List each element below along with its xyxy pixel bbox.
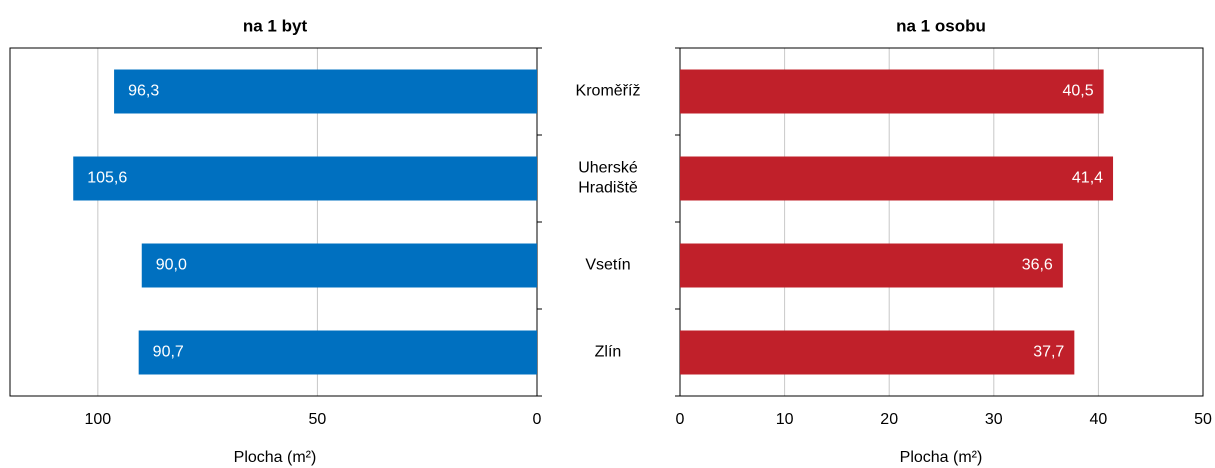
category-label: Zlín — [595, 344, 622, 361]
value-label: 36,6 — [1022, 257, 1053, 274]
bar — [680, 330, 1075, 375]
bar — [114, 69, 538, 114]
category-label: Kroměříž — [576, 83, 641, 100]
category-label: Vsetín — [585, 257, 630, 274]
x-tick-label: 50 — [1194, 411, 1212, 428]
value-label: 37,7 — [1033, 344, 1064, 361]
bar — [680, 69, 1104, 114]
value-label: 41,4 — [1072, 170, 1103, 187]
bar — [141, 243, 537, 288]
x-tick-label: 50 — [309, 411, 327, 428]
x-tick-label: 40 — [1090, 411, 1108, 428]
value-label: 105,6 — [87, 170, 127, 187]
value-label: 40,5 — [1062, 83, 1093, 100]
x-tick-label: 0 — [533, 411, 542, 428]
chart-title: na 1 byt — [243, 16, 308, 35]
x-tick-label: 10 — [776, 411, 794, 428]
x-tick-label: 20 — [880, 411, 898, 428]
category-label-line: Uherské — [578, 160, 638, 177]
bar — [73, 156, 538, 201]
category-label-line: Hradiště — [578, 180, 638, 197]
x-tick-label: 100 — [84, 411, 111, 428]
bar — [680, 243, 1063, 288]
x-axis-label: Plocha (m²) — [234, 449, 317, 466]
bar — [680, 156, 1114, 201]
bar — [138, 330, 537, 375]
value-label: 90,0 — [156, 257, 187, 274]
x-tick-label: 0 — [676, 411, 685, 428]
value-label: 90,7 — [153, 344, 184, 361]
x-tick-label: 30 — [985, 411, 1003, 428]
chart-title: na 1 osobu — [896, 16, 986, 35]
category-label: Uherské Hradiště — [578, 160, 638, 197]
value-label: 96,3 — [128, 83, 159, 100]
x-axis-label: Plocha (m²) — [900, 449, 983, 466]
